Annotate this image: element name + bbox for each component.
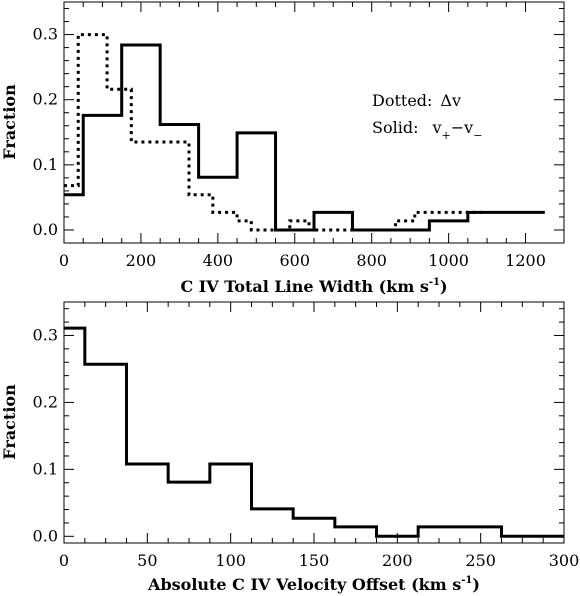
y-tick-label: 0.1 xyxy=(33,155,58,174)
solid-legend-label: Solid: v+−v− xyxy=(372,118,482,142)
x-tick-label: 150 xyxy=(299,551,330,570)
x-tick-label: 50 xyxy=(137,551,157,570)
x-tick-label: 600 xyxy=(279,251,310,270)
y-tick-label: 0.3 xyxy=(33,325,58,344)
x-tick-label: 800 xyxy=(356,251,387,270)
x-tick-label: 0 xyxy=(59,251,69,270)
x-tick-label: 100 xyxy=(215,551,246,570)
x-axis-label: C IV Total Line Width (km s-1) xyxy=(180,277,447,296)
tick-marks xyxy=(63,2,564,243)
histogram-series xyxy=(64,326,564,538)
tick-labels: 0 200 400 600 800 1000 1200 0.0 0.1 0.2 0.3 xyxy=(33,25,546,270)
line-width-histogram: 0 200 400 600 800 1000 1200 0.0 0.1 0.2 0.3 Fracti… xyxy=(0,1,565,296)
plot-frame xyxy=(63,301,565,544)
y-axis-label: Fraction xyxy=(0,84,19,160)
tick-labels: 0 50 100 150 200 250 300 0.0 0.1 0.2 0.3 xyxy=(33,325,580,570)
x-tick-label: 200 xyxy=(382,551,413,570)
x-tick-label: 0 xyxy=(59,551,69,570)
y-tick-label: 0.2 xyxy=(33,392,58,411)
dotted-legend-label: Dotted: Δv xyxy=(372,91,461,110)
x-tick-label: 400 xyxy=(203,251,234,270)
x-tick-label: 300 xyxy=(549,551,580,570)
x-tick-label: 250 xyxy=(465,551,496,570)
y-tick-label: 0.0 xyxy=(33,526,58,545)
x-axis-label: Absolute C IV Velocity Offset (km s-1) xyxy=(147,575,480,594)
solid-histogram-line xyxy=(64,43,545,232)
y-tick-label: 0.1 xyxy=(33,459,58,478)
y-tick-label: 0.3 xyxy=(33,25,58,44)
x-tick-label: 1200 xyxy=(505,251,546,270)
x-tick-label: 1000 xyxy=(428,251,469,270)
x-tick-label: 200 xyxy=(126,251,157,270)
solid-histogram-line xyxy=(64,326,564,538)
histogram-series xyxy=(64,33,545,232)
plot-frame xyxy=(63,1,565,244)
y-tick-label: 0.0 xyxy=(33,220,58,239)
tick-marks xyxy=(63,302,565,543)
y-tick-label: 0.2 xyxy=(33,90,58,109)
y-axis-label: Fraction xyxy=(0,384,19,460)
